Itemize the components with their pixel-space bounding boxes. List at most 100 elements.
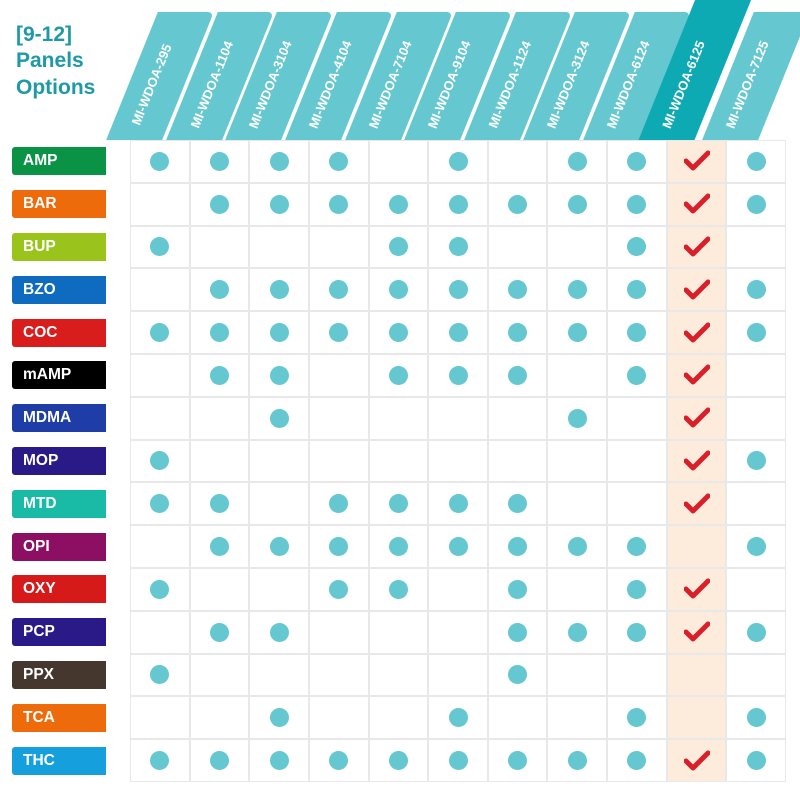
- row-label-pill: MDMA: [12, 404, 106, 432]
- cell: [607, 482, 667, 525]
- cell: [726, 311, 786, 354]
- dot-icon: [210, 751, 229, 770]
- cell: [130, 397, 190, 440]
- row-label: COC: [12, 311, 130, 354]
- dot-icon: [508, 580, 527, 599]
- cell: [726, 654, 786, 697]
- column-header-label: MI-WDOA-6125: [659, 38, 708, 130]
- table-body: AMPBARBUPBZOCOCmAMPMDMAMOPMTDOPIOXYPCPPP…: [12, 140, 786, 782]
- dot-icon: [627, 366, 646, 385]
- cell: [249, 654, 309, 697]
- row-label: TCA: [12, 696, 130, 739]
- dot-icon: [329, 152, 348, 171]
- column-header-label: MI-WDOA-3104: [246, 38, 295, 130]
- row-label-pill: OPI: [12, 533, 106, 561]
- cell: [190, 311, 250, 354]
- table-row: PPX: [12, 654, 786, 697]
- cell: [309, 140, 369, 183]
- dot-icon: [389, 751, 408, 770]
- cell: [249, 268, 309, 311]
- cell: [607, 611, 667, 654]
- cell: [726, 354, 786, 397]
- cell: [190, 696, 250, 739]
- dot-icon: [747, 708, 766, 727]
- row-label: MOP: [12, 440, 130, 483]
- dot-icon: [150, 751, 169, 770]
- dot-icon: [150, 451, 169, 470]
- dot-icon: [508, 366, 527, 385]
- cell: [428, 397, 488, 440]
- cell: [607, 397, 667, 440]
- dot-icon: [508, 623, 527, 642]
- dot-icon: [150, 323, 169, 342]
- dot-icon: [389, 280, 408, 299]
- dot-icon: [270, 323, 289, 342]
- dot-icon: [568, 409, 587, 428]
- dot-icon: [389, 366, 408, 385]
- cell: [607, 354, 667, 397]
- dot-icon: [150, 580, 169, 599]
- check-icon: [684, 364, 710, 386]
- cell: [547, 140, 607, 183]
- dot-icon: [270, 537, 289, 556]
- title-line-2: Panels: [16, 48, 130, 74]
- dot-icon: [568, 623, 587, 642]
- dot-icon: [329, 195, 348, 214]
- dot-icon: [270, 708, 289, 727]
- check-icon: [684, 322, 710, 344]
- dot-icon: [449, 751, 468, 770]
- cell: [369, 226, 429, 269]
- cell: [249, 611, 309, 654]
- cell: [428, 226, 488, 269]
- cell: [667, 611, 727, 654]
- cell: [428, 525, 488, 568]
- dot-icon: [150, 494, 169, 513]
- dot-icon: [508, 195, 527, 214]
- cell: [667, 482, 727, 525]
- cell: [726, 696, 786, 739]
- cell: [667, 568, 727, 611]
- cell: [309, 739, 369, 782]
- dot-icon: [210, 323, 229, 342]
- table-row: OXY: [12, 568, 786, 611]
- dot-icon: [568, 537, 587, 556]
- cell: [428, 482, 488, 525]
- cell: [249, 354, 309, 397]
- cell: [249, 739, 309, 782]
- cell: [309, 397, 369, 440]
- dot-icon: [210, 366, 229, 385]
- dot-icon: [150, 152, 169, 171]
- dot-icon: [449, 537, 468, 556]
- dot-icon: [508, 751, 527, 770]
- dot-icon: [568, 323, 587, 342]
- cell: [547, 226, 607, 269]
- dot-icon: [627, 237, 646, 256]
- row-cells: [130, 696, 786, 739]
- table-row: TCA: [12, 696, 786, 739]
- cell: [488, 440, 548, 483]
- column-header-label: MI-WDOA-1104: [187, 39, 236, 130]
- dot-icon: [627, 623, 646, 642]
- title-line-1: [9-12]: [16, 22, 130, 48]
- cell: [249, 140, 309, 183]
- cell: [667, 140, 727, 183]
- check-icon: [684, 193, 710, 215]
- cell: [726, 739, 786, 782]
- cell: [130, 482, 190, 525]
- dot-icon: [508, 665, 527, 684]
- cell: [488, 482, 548, 525]
- cell: [369, 354, 429, 397]
- column-header-label: MI-WDOA-295: [128, 42, 174, 127]
- cell: [607, 140, 667, 183]
- row-label: MDMA: [12, 397, 130, 440]
- cell: [667, 440, 727, 483]
- table-row: MDMA: [12, 397, 786, 440]
- column-header-label: MI-WDOA-7104: [366, 38, 415, 130]
- cell: [130, 739, 190, 782]
- cell: [190, 354, 250, 397]
- dot-icon: [270, 623, 289, 642]
- cell: [190, 268, 250, 311]
- cell: [547, 568, 607, 611]
- dot-icon: [449, 494, 468, 513]
- table-row: BUP: [12, 226, 786, 269]
